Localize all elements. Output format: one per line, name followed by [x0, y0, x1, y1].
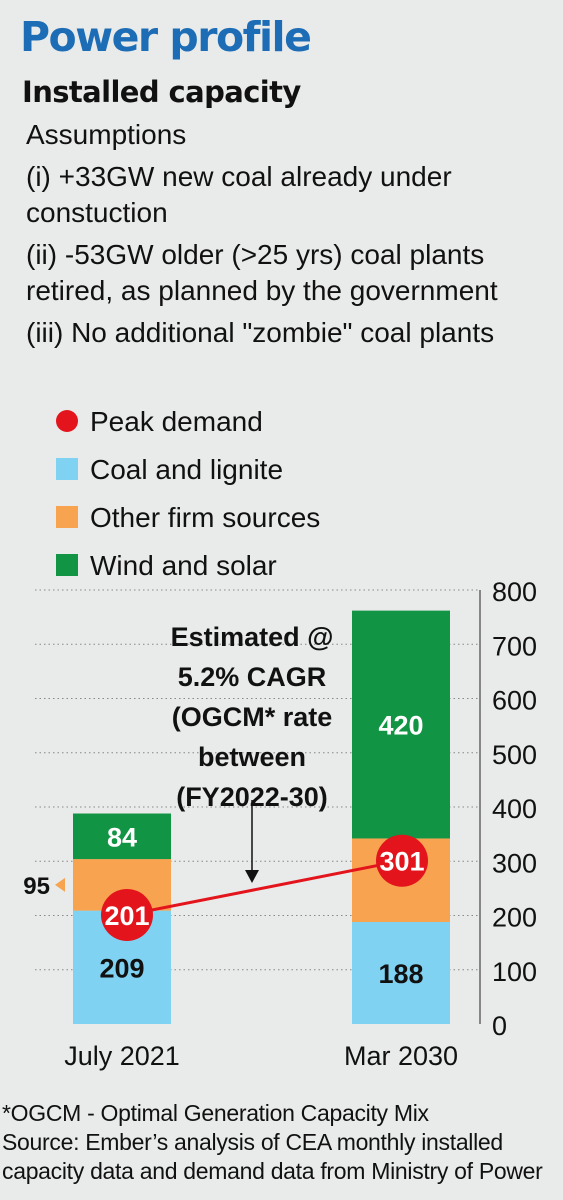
x-tick-label: July 2021 — [64, 1041, 180, 1071]
legend-label: Wind and solar — [90, 550, 277, 581]
peak-demand-label: 201 — [104, 901, 149, 931]
blue-square-icon — [56, 458, 78, 480]
arrow-down-icon — [245, 870, 259, 883]
data-label: 84 — [107, 822, 137, 852]
peak-demand-line — [126, 859, 403, 917]
y-tick-label: 400 — [492, 794, 537, 824]
source-note: Source: Ember’s analysis of CEA monthly … — [2, 1129, 543, 1184]
bar-segment — [352, 610, 450, 839]
y-tick-label: 800 — [492, 577, 537, 607]
y-tick-label: 600 — [492, 686, 537, 716]
assumption-item: (i) +33GW new coal already under constuc… — [26, 161, 452, 228]
peak-demand-label: 301 — [379, 847, 424, 877]
legend-label: Peak demand — [90, 406, 263, 437]
assumptions: Assumptions (i) +33GW new coal already u… — [26, 117, 556, 357]
data-label: 95 — [23, 873, 50, 900]
assumption-item: (iii) No additional "zombie" coal plants — [26, 317, 495, 348]
x-tick-label: Mar 2030 — [344, 1041, 458, 1071]
bar-segment — [352, 922, 450, 1024]
bar-segment — [73, 813, 171, 860]
chart-title: Power profile — [20, 13, 312, 61]
chart-subtitle: Installed capacity — [22, 75, 301, 109]
stacked-bar-chart: 209 95 84 188 420 201 301 0 100 200 300 400 500 600… — [23, 577, 537, 1071]
annotation-text: Estimated @5.2% CAGR (OGCM* rate between (F… — [171, 622, 334, 812]
orange-square-icon — [56, 506, 78, 528]
peak-demand-point — [101, 888, 153, 941]
red-dot-icon — [56, 410, 78, 432]
peak-demand-point — [376, 834, 428, 887]
y-tick-label: 300 — [492, 848, 537, 878]
label-arrow-icon — [55, 877, 65, 892]
y-tick-label: 500 — [492, 740, 537, 770]
assumption-item: (ii) -53GW older (>25 yrs) coal plants r… — [26, 239, 498, 306]
data-label: 209 — [99, 953, 144, 983]
data-label: 420 — [378, 711, 423, 741]
legend-label: Other firm sources — [90, 502, 321, 533]
y-tick-label: 700 — [492, 631, 537, 661]
footnote-note: *OGCM - Optimal Generation Capacity Mix — [2, 1100, 429, 1126]
footnote: *OGCM - Optimal Generation Capacity Mix … — [2, 1099, 562, 1186]
y-tick-label: 200 — [492, 903, 537, 933]
assumptions-heading: Assumptions — [26, 119, 187, 150]
data-label: 188 — [378, 959, 423, 989]
legend-label: Coal and lignite — [90, 454, 284, 485]
y-tick-label: 100 — [492, 957, 537, 987]
y-tick-label: 0 — [492, 1011, 507, 1041]
green-square-icon — [56, 554, 78, 576]
